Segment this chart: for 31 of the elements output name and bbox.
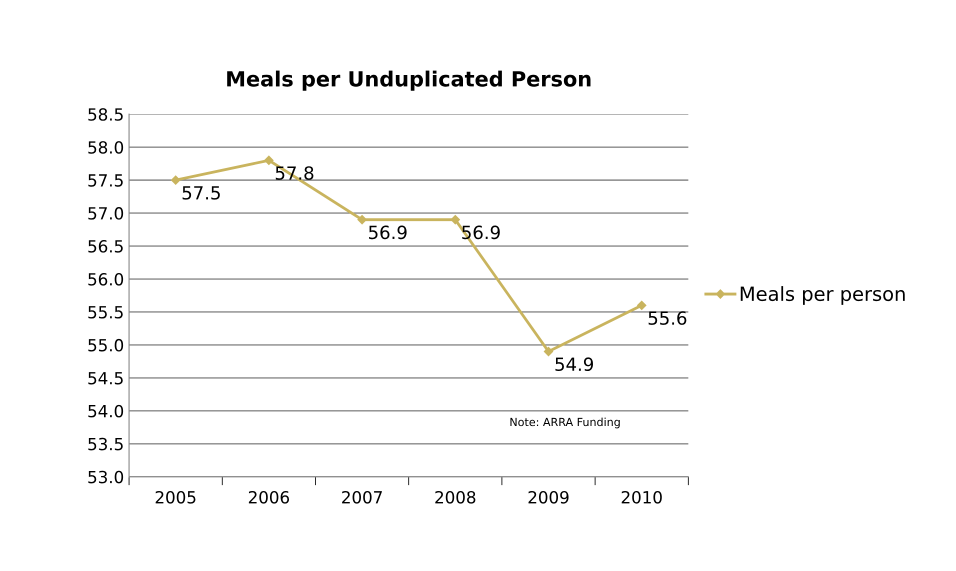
y-tick-label: 54.0 (88, 404, 124, 418)
point (637, 300, 646, 310)
point (171, 176, 180, 185)
x-tick-label: 2010 (622, 490, 662, 504)
data-label: 54.9 (555, 357, 593, 372)
y-tick-label: 58.5 (88, 108, 123, 121)
point (450, 215, 460, 224)
annotation: Note: ARRA Funding (510, 418, 620, 428)
y-tick-label: 53.5 (88, 438, 123, 450)
x-tick-label: 2006 (248, 490, 290, 504)
y-tick-label: 56.0 (88, 272, 124, 286)
x-tick-label: 2007 (342, 490, 382, 504)
x-tick-label: 2005 (156, 490, 196, 504)
data-label: 55.6 (648, 311, 686, 325)
y-tick-label: 56.5 (88, 240, 123, 253)
y-tick-label: 55.5 (88, 306, 123, 319)
legend-label: Meals per person (740, 286, 905, 305)
chart-title: Meals per Unduplicated Person (227, 70, 590, 91)
point (357, 215, 367, 224)
x-tick-label: 2008 (435, 490, 476, 504)
data-label: 57.5 (182, 186, 220, 200)
y-tick-label: 55.0 (88, 338, 124, 352)
y-tick-label: 54.5 (88, 372, 123, 384)
y-tick-label: 57.0 (88, 207, 124, 220)
y-tick-label: 57.5 (88, 174, 123, 187)
data-label: 56.9 (369, 226, 407, 240)
x-tick-label: 2009 (528, 490, 569, 504)
point (264, 156, 274, 165)
y-tick-label: 58.0 (88, 141, 124, 154)
y-tick-label: 53.0 (88, 470, 124, 484)
point (544, 346, 554, 356)
